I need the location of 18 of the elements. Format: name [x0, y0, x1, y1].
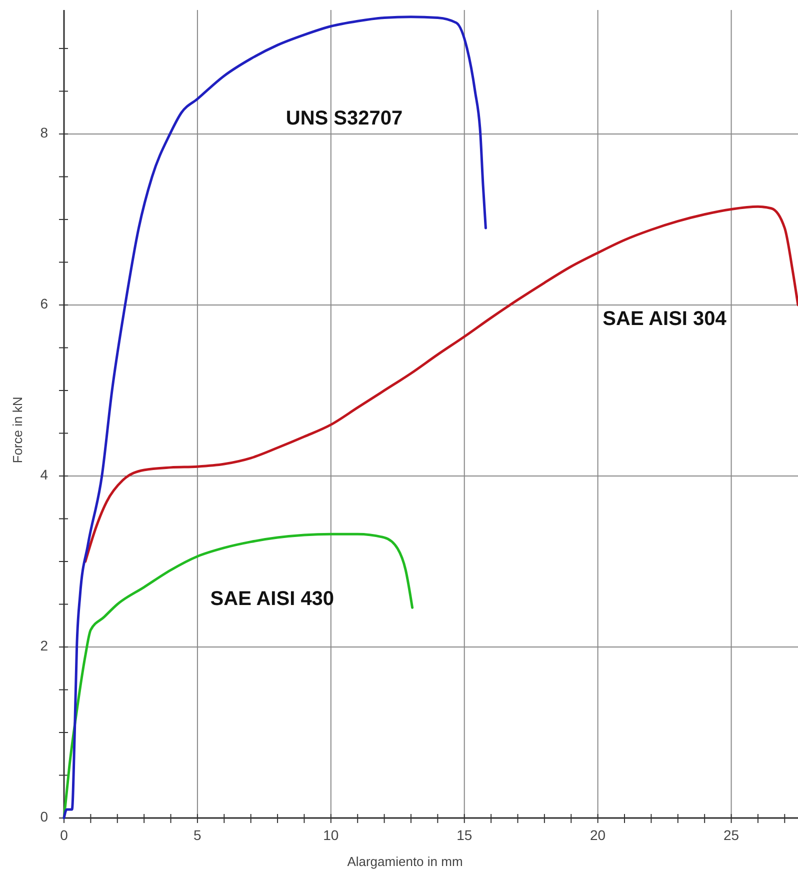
x-axis-title: Alargamiento in mm [347, 854, 463, 869]
y-axis-title: Force in kN [10, 396, 25, 464]
text: UNS S32707 [286, 108, 403, 130]
x-tick-label: 20 [590, 827, 606, 843]
x-tick-label: 25 [723, 827, 740, 843]
text: SAE AISI 304 [602, 308, 728, 330]
y-tick-label: 0 [40, 808, 48, 825]
x-tick-label: 15 [456, 827, 472, 843]
x-tick-label: 0 [60, 827, 68, 843]
x-tick-label: 5 [194, 827, 202, 843]
y-tick-label: 8 [40, 124, 48, 141]
line-series [62, 16, 487, 820]
series-label: SAE AISI 430 [210, 588, 334, 610]
y-tick-label: 2 [40, 638, 48, 654]
y-tick-label: 6 [40, 296, 48, 312]
y-tick-label: 4 [40, 466, 48, 483]
x-tick-label: 10 [323, 827, 339, 843]
line-series [84, 205, 798, 563]
